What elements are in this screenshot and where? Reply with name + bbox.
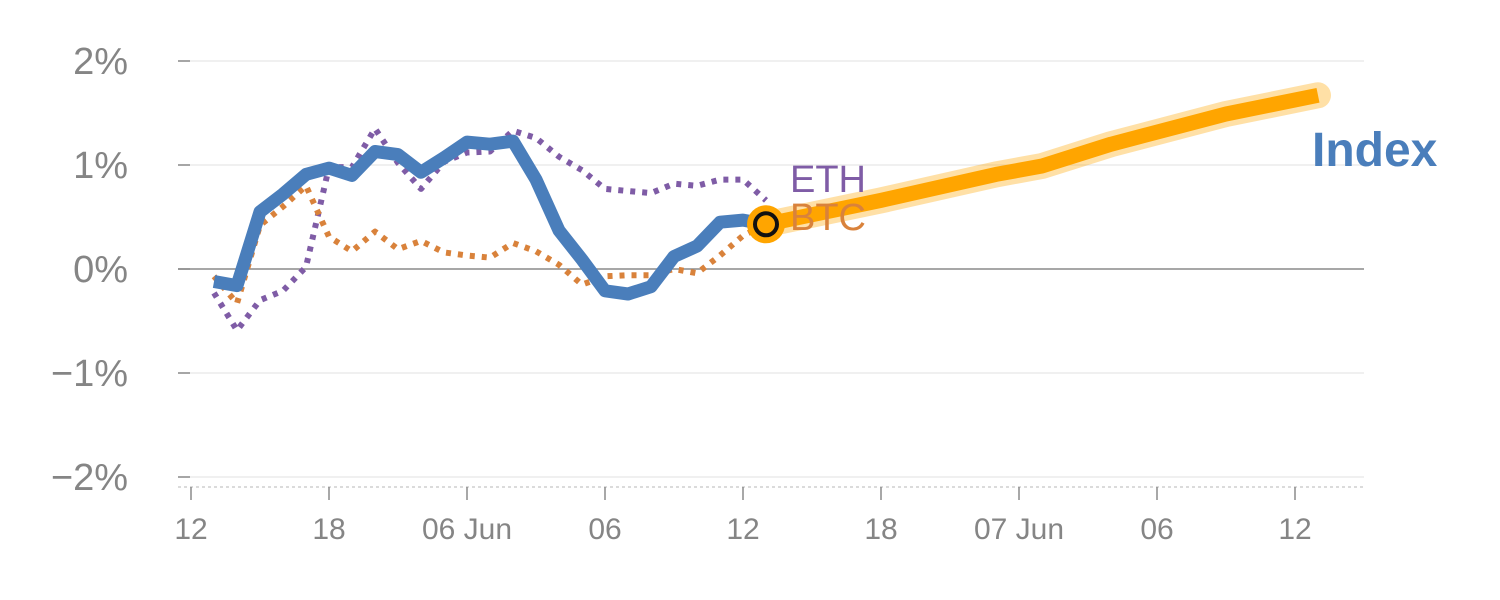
eth-label: ETH <box>790 159 866 201</box>
x-tick-label: 06 <box>588 513 621 546</box>
y-tick-label: 1% <box>73 145 128 187</box>
x-tick-label: 06 <box>1140 513 1173 546</box>
current-point-marker-group <box>747 205 785 244</box>
current-point-marker <box>753 211 779 238</box>
eth-line <box>211 125 769 334</box>
x-tick-label: 12 <box>726 513 759 546</box>
series-lines <box>211 82 1331 334</box>
y-tick-label: 2% <box>73 41 128 83</box>
y-tick-label: −1% <box>51 353 128 395</box>
series-labels: ETH BTC Index <box>790 124 1438 239</box>
x-tick-label: 18 <box>312 513 345 546</box>
x-tick-label: 18 <box>864 513 897 546</box>
y-axis-ticks: 2% 1% 0% −1% −2% <box>51 41 190 499</box>
y-tick-label: −2% <box>51 457 128 499</box>
x-tick-label: 06 Jun <box>422 513 512 546</box>
btc-line <box>211 182 768 307</box>
index-line <box>212 134 768 301</box>
forecast-line <box>764 87 1320 232</box>
x-tick-label: 07 Jun <box>974 513 1064 546</box>
y-tick-label: 0% <box>73 249 128 291</box>
x-tick-label: 12 <box>1278 513 1311 546</box>
grid-lines <box>178 60 1364 478</box>
index-label: Index <box>1312 124 1438 177</box>
x-tick-label: 12 <box>174 513 207 546</box>
btc-label: BTC <box>790 197 866 239</box>
x-axis-ticks: 12 18 06 Jun 06 12 18 07 Jun 06 12 <box>174 487 1312 546</box>
